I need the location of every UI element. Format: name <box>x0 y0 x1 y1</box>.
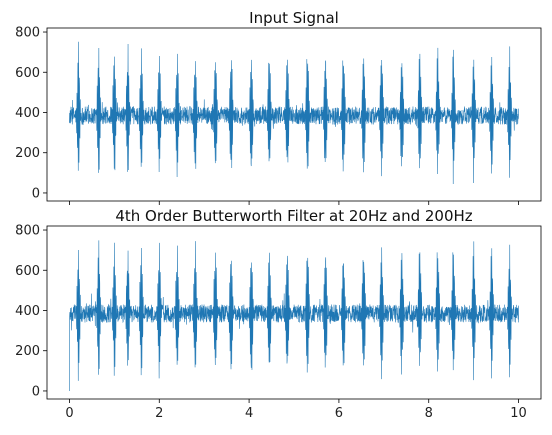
x-tick-label: 0 <box>65 406 73 421</box>
y-tick-label: 200 <box>15 146 40 161</box>
subplot-title: Input Signal <box>249 9 339 27</box>
y-tick-label: 600 <box>15 264 40 279</box>
subplot-2: 4th Order Butterworth Filter at 20Hz and… <box>15 207 542 421</box>
x-tick-label: 10 <box>510 406 527 421</box>
subplot-1: Input Signal 0 200 400 600 800 <box>15 9 542 205</box>
y-tick-label: 200 <box>15 344 40 359</box>
y-tick-label: 0 <box>32 186 40 201</box>
axes-frame <box>46 225 542 400</box>
y-tick-label: 400 <box>15 106 40 121</box>
y-tick-label: 600 <box>15 66 40 81</box>
y-tick-label: 400 <box>15 304 40 319</box>
axes-frame <box>46 27 542 202</box>
y-tick-label: 0 <box>32 384 40 399</box>
signal-line <box>69 41 519 185</box>
x-tick-label: 4 <box>245 406 253 421</box>
y-tick-label: 800 <box>15 224 40 239</box>
signal-line <box>69 240 519 391</box>
x-tick-label: 6 <box>335 406 343 421</box>
subplot-title: 4th Order Butterworth Filter at 20Hz and… <box>115 207 472 225</box>
x-tick-label: 2 <box>155 406 163 421</box>
x-tick-label: 8 <box>425 406 433 421</box>
y-tick-label: 800 <box>15 26 40 41</box>
